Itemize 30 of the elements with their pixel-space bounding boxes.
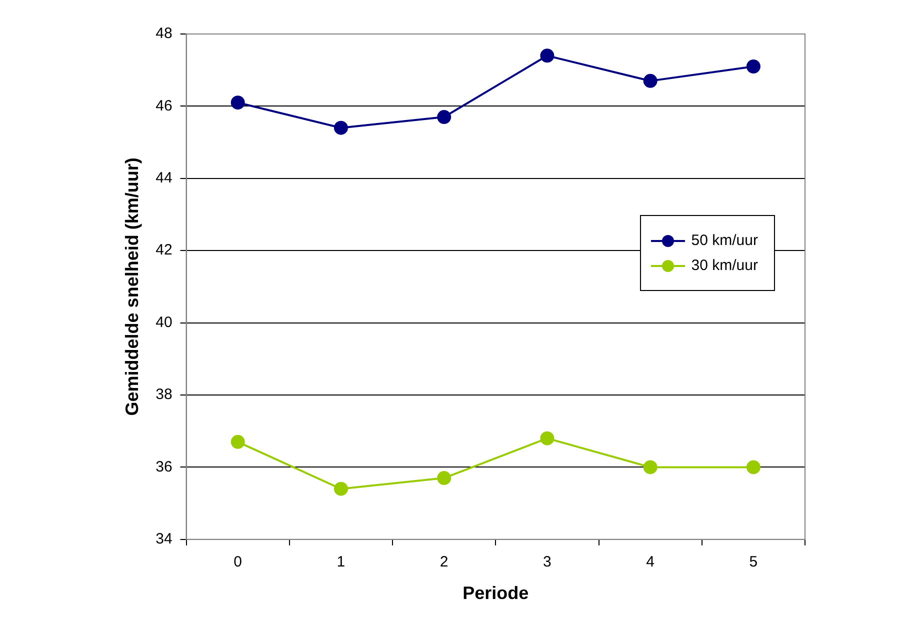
x-tick-label: 1 xyxy=(336,554,346,571)
y-tick-label: 44 xyxy=(156,170,172,187)
y-tick-label: 34 xyxy=(156,530,172,548)
y-tick-label: 38 xyxy=(156,386,172,404)
x-axis-title: Periode xyxy=(462,583,529,604)
legend-label: 30 km/uur xyxy=(691,257,758,274)
x-tick-label: 5 xyxy=(749,554,758,571)
y-tick-label: 46 xyxy=(156,97,172,114)
y-tick-label: 42 xyxy=(156,242,172,259)
x-tick-label: 3 xyxy=(543,554,552,571)
point xyxy=(746,460,760,474)
y-tick-label: 36 xyxy=(156,458,172,476)
point xyxy=(643,74,658,88)
point xyxy=(334,120,348,135)
x-tick-label: 2 xyxy=(440,554,448,571)
legend-label: 50 km/uur xyxy=(691,232,758,249)
y-tick-label: 40 xyxy=(156,314,172,331)
point xyxy=(230,434,245,449)
x-tick-label: 0 xyxy=(234,554,242,571)
y-tick-label: 48 xyxy=(156,25,172,42)
x-tick-label: 4 xyxy=(646,554,654,571)
point xyxy=(334,482,348,496)
point xyxy=(540,48,554,63)
y-axis-title: Gemiddelde snelheid (km/uur) xyxy=(122,158,142,416)
point xyxy=(540,431,554,446)
point xyxy=(437,471,452,486)
point xyxy=(437,110,452,124)
point xyxy=(746,59,760,74)
point xyxy=(230,96,245,110)
point xyxy=(643,460,658,474)
